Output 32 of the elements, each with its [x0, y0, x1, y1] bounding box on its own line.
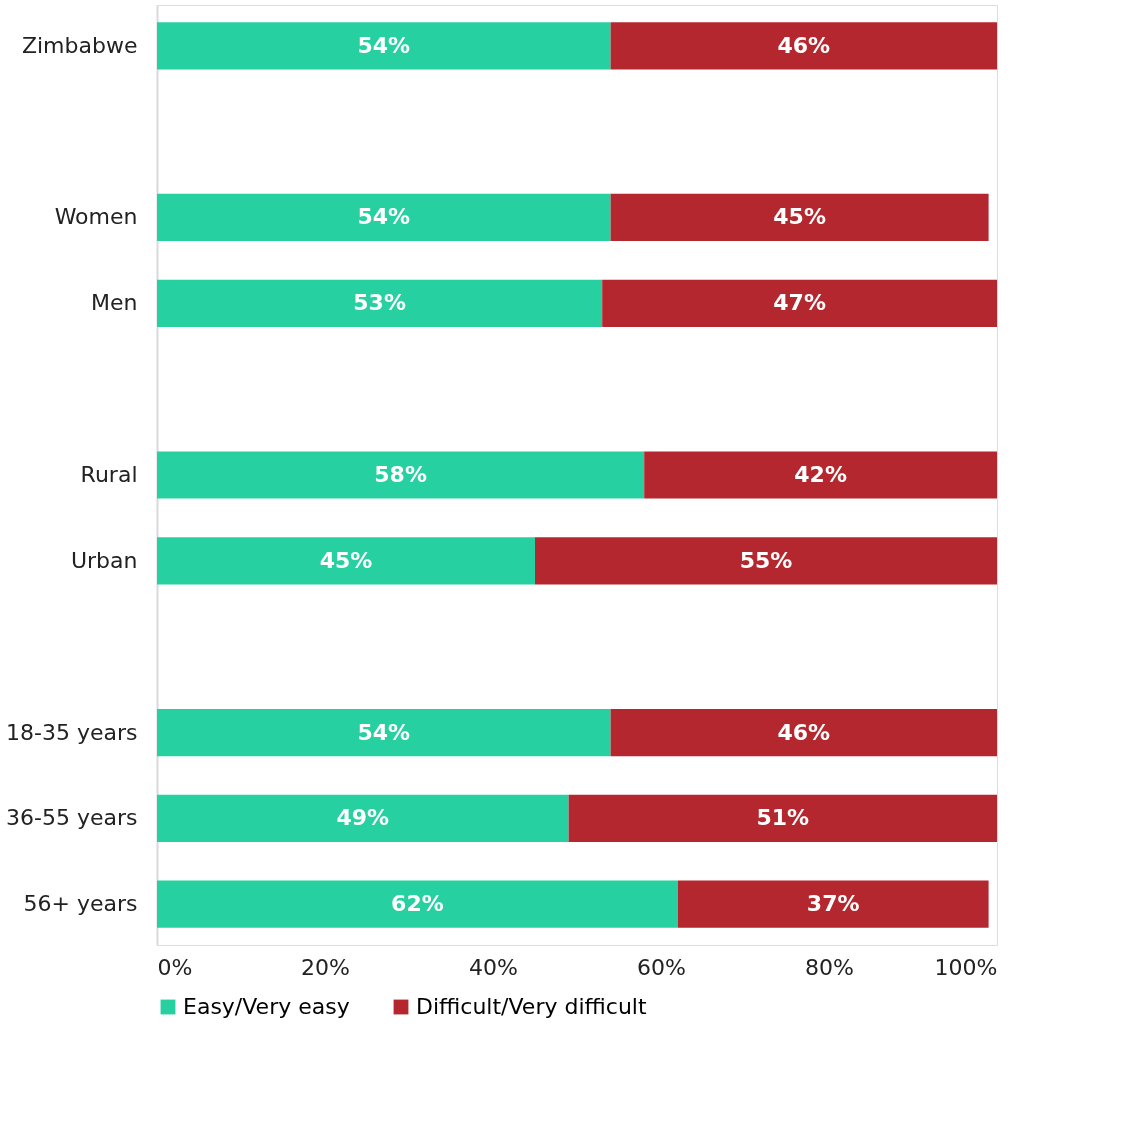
y-tick-label: 18-35 years: [6, 719, 138, 745]
y-tick-label: Women: [54, 204, 138, 230]
data-label: 45%: [319, 547, 373, 573]
legend-label: Difficult/Very difficult: [416, 994, 647, 1019]
data-label: 55%: [739, 547, 793, 573]
data-label: 47%: [773, 290, 826, 316]
x-tick-label: 40%: [469, 954, 518, 980]
data-label: 46%: [777, 32, 831, 58]
data-label: 54%: [357, 32, 411, 58]
y-tick-label: Zimbabwe: [21, 32, 138, 58]
x-tick-label: 100%: [934, 954, 998, 980]
y-tick-label: Rural: [80, 462, 138, 487]
data-label: 62%: [391, 891, 444, 917]
data-label: 58%: [374, 462, 427, 487]
legend-label: Easy/Very easy: [183, 994, 350, 1019]
data-label: 54%: [357, 719, 411, 745]
data-label: 46%: [777, 719, 831, 745]
x-tick-label: 80%: [805, 954, 854, 980]
data-label: 53%: [353, 290, 406, 316]
data-label: 51%: [756, 805, 810, 831]
y-tick-label: Urban: [70, 547, 138, 573]
data-label: 42%: [794, 462, 847, 487]
x-tick-label: 60%: [637, 954, 686, 980]
x-tick-label: 0%: [157, 954, 193, 980]
data-label: 45%: [773, 204, 826, 230]
data-label: 54%: [357, 204, 411, 230]
y-tick-label: 56+ years: [23, 891, 138, 917]
y-tick-label: Men: [91, 290, 138, 316]
x-tick-label: 20%: [301, 954, 350, 980]
data-label: 37%: [806, 891, 860, 917]
data-label: 49%: [336, 805, 390, 831]
y-tick-label: 36-55 years: [6, 805, 138, 831]
